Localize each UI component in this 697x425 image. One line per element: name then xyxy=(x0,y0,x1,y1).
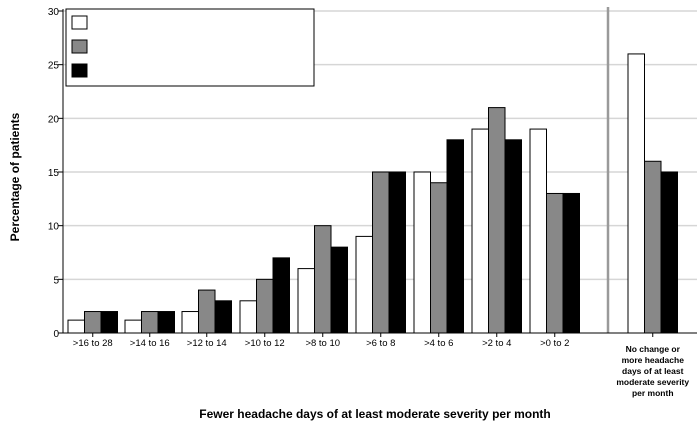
bar xyxy=(157,311,175,334)
bar xyxy=(546,192,564,334)
bar xyxy=(488,107,506,334)
bar xyxy=(430,182,448,334)
bar xyxy=(256,278,274,334)
bar xyxy=(297,268,315,334)
y-tick-label: 30 xyxy=(48,7,60,18)
x-tick-label: No change or more headache days of at leas… xyxy=(616,344,689,398)
bar xyxy=(181,311,199,334)
bar xyxy=(644,160,662,334)
bar xyxy=(413,171,431,334)
x-tick-label: >8 to 10 xyxy=(305,338,340,349)
bar xyxy=(446,139,464,334)
bar xyxy=(504,139,522,334)
bar xyxy=(529,128,547,334)
bar xyxy=(355,235,373,334)
bar xyxy=(100,311,118,334)
y-tick-label: 15 xyxy=(48,168,60,179)
legend-swatch xyxy=(71,39,88,54)
x-tick-label: >4 to 6 xyxy=(424,338,453,349)
legend-swatch xyxy=(71,63,88,78)
bar xyxy=(314,225,332,334)
x-tick-label: >16 to 28 xyxy=(73,338,113,349)
y-tick-label: 25 xyxy=(48,61,60,72)
legend-box xyxy=(65,8,315,87)
bar xyxy=(141,311,159,334)
bar xyxy=(239,300,257,334)
bar xyxy=(388,171,406,334)
bar xyxy=(627,53,645,334)
bar xyxy=(124,319,142,334)
bar xyxy=(272,257,290,334)
y-tick-label: 5 xyxy=(53,275,59,286)
bar xyxy=(660,171,678,334)
bar xyxy=(84,311,102,334)
bar xyxy=(471,128,489,334)
y-tick-label: 20 xyxy=(48,114,60,125)
bar xyxy=(330,246,348,334)
legend-swatch xyxy=(71,15,88,30)
y-tick-label: 10 xyxy=(48,222,60,233)
bar xyxy=(372,171,390,334)
y-axis-title: Percentage of patients xyxy=(8,112,22,241)
bars xyxy=(67,53,678,334)
axes: 0 5 10 15 20 25 30 >16 to 28 >14 to 16 >12 to 14 >… xyxy=(48,7,697,398)
bar xyxy=(214,300,232,334)
x-tick-label: >6 to 8 xyxy=(366,338,395,349)
x-tick-label: >2 to 4 xyxy=(482,338,511,349)
legend xyxy=(65,8,315,87)
y-tick-label: 0 xyxy=(53,329,59,340)
x-tick-label: >10 to 12 xyxy=(245,338,285,349)
bar xyxy=(198,289,216,334)
x-tick-label: >0 to 2 xyxy=(540,338,569,349)
x-tick-label: >12 to 14 xyxy=(187,338,227,349)
bar xyxy=(562,192,580,334)
x-axis-title: Fewer headache days of at least moderate… xyxy=(199,407,550,421)
bar xyxy=(67,319,85,334)
x-tick-label: >14 to 16 xyxy=(130,338,170,349)
